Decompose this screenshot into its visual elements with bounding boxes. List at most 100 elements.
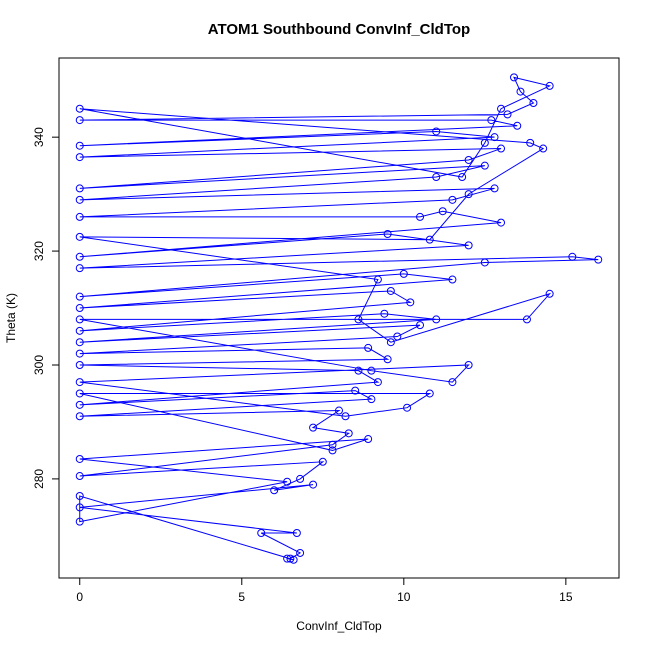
data-point [497,218,506,227]
data-point [522,315,531,324]
data-point [328,440,337,449]
data-point [364,343,373,352]
data-point [480,258,489,267]
data-line [79,76,599,561]
data-point [464,360,473,369]
data-point [425,235,434,244]
data-point [386,338,395,347]
data-point [75,116,84,125]
data-point [75,292,84,301]
data-point [75,141,84,150]
data-point [75,326,84,335]
data-point [526,138,535,147]
data-point [283,477,292,486]
data-point [286,554,295,563]
data-point [513,121,522,130]
data-point [75,232,84,241]
data-point [545,289,554,298]
data-point [257,529,266,538]
data-point [351,386,360,395]
y-tick-label: 320 [32,241,46,261]
data-point [480,138,489,147]
data-point [448,378,457,387]
data-point [383,355,392,364]
data-point [380,309,389,318]
x-tick-label: 10 [397,590,411,604]
data-point [75,517,84,526]
data-point [406,298,415,307]
data-point [270,486,279,495]
data-point [75,389,84,398]
data-point [503,110,512,119]
data-point [416,321,425,330]
data-point [354,366,363,375]
data-point [367,366,376,375]
data-point [464,155,473,164]
data-point [75,349,84,358]
x-tick-label: 0 [76,590,83,604]
data-point [383,229,392,238]
data-point [75,491,84,500]
data-point [464,241,473,250]
data-point [568,252,577,261]
data-point [490,133,499,142]
data-point [296,548,305,557]
data-point [539,144,548,153]
data-point [393,332,402,341]
data-point [438,207,447,216]
data-point [386,286,395,295]
data-point [341,412,350,421]
data-point [516,87,525,96]
x-tick-label: 5 [238,590,245,604]
y-tick-label: 300 [32,355,46,375]
data-point [529,98,538,107]
data-point [75,400,84,409]
data-point [354,315,363,324]
data-point [296,474,305,483]
y-axis-label: Theta (K) [4,293,18,343]
data-point [335,406,343,415]
data-point [464,190,473,199]
data-point [75,472,84,481]
data-point [75,454,84,463]
data-point [75,315,84,324]
data-point [75,153,84,162]
data-point [309,480,318,489]
data-point [75,503,84,512]
data-point [545,81,554,90]
data-point [432,173,441,182]
data-point [75,195,84,204]
data-point [373,275,382,284]
data-point [75,212,84,221]
data-point [432,127,441,136]
data-point [75,412,84,421]
data-point [344,429,353,438]
x-axis-label: ConvInf_CldTop [296,619,382,633]
data-point [283,554,292,563]
data-point [75,104,84,113]
data-point [399,269,408,278]
data-point [480,161,489,170]
x-tick-label: 15 [559,590,573,604]
data-point [490,184,499,193]
chart-title: ATOM1 Southbound ConvInf_CldTop [208,21,470,38]
data-point [75,338,84,347]
data-point [594,255,603,264]
data-point [497,144,506,153]
data-point [328,446,337,455]
data-point [75,304,84,313]
data-point [318,457,327,466]
data-point [510,73,518,82]
data-point [425,389,434,398]
data-point [497,104,506,113]
data-point [458,173,467,182]
y-tick-label: 280 [32,469,46,489]
data-point [403,403,412,412]
data-point [416,212,425,221]
data-point [448,275,457,284]
data-point [448,195,457,204]
data-point [75,252,84,261]
data-point [309,423,318,432]
